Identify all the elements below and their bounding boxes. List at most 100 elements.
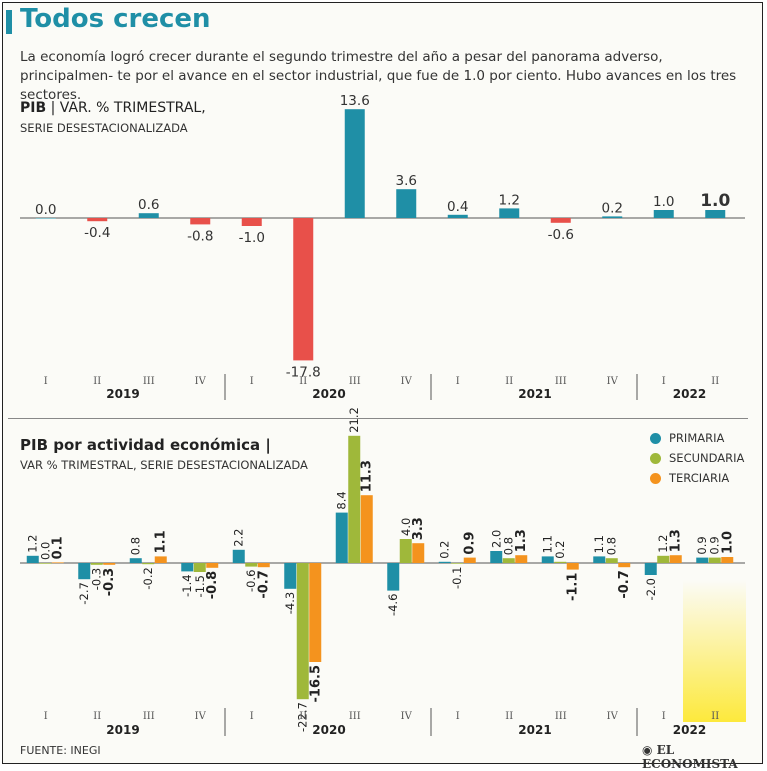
chart2-quarter-tick-4: I (250, 711, 254, 722)
chart2-quarter-tick-9: II (505, 711, 513, 722)
chart2-value-label-terciaria-2: 1.1 (154, 530, 169, 553)
chart2-year-label-1: 2020 (312, 723, 345, 737)
chart2-value-label-secundaria-10: 0.2 (553, 541, 567, 559)
chart2-value-label-terciaria-0: 0.1 (51, 536, 66, 559)
chart2-value-label-terciaria-12: 1.3 (669, 529, 684, 552)
chart2-value-label-secundaria-3: -1.5 (193, 575, 207, 597)
chart1-bar-1 (87, 218, 108, 222)
chart1-quarter-tick-11: IV (607, 376, 619, 387)
chart2-bar-terciaria-0 (51, 562, 64, 564)
chart2-value-label-terciaria-10: -1.1 (566, 573, 581, 601)
chart2-bar-primaria-10 (541, 556, 554, 563)
chart2-bar-primaria-1 (78, 563, 91, 580)
chart2-value-label-terciaria-3: -0.8 (205, 571, 220, 599)
chart2-bar-terciaria-9 (515, 555, 528, 563)
chart2-bar-primaria-7 (387, 563, 400, 591)
chart2-bar-secundaria-9 (502, 558, 515, 563)
chart1-quarter-tick-6: III (349, 376, 361, 387)
chart2-value-label-secundaria-7: 4.0 (399, 518, 413, 536)
chart1-bar-13 (705, 210, 726, 218)
chart1-quarter-tick-9: II (505, 376, 513, 387)
page-title: Todos crecen (20, 4, 211, 34)
chart1-quarter-tick-7: IV (401, 376, 413, 387)
chart2-value-label-secundaria-13: 0.9 (708, 536, 722, 554)
chart1-bar-12 (653, 210, 674, 218)
chart2-bar-secundaria-4 (245, 563, 258, 567)
chart2-bar-primaria-11 (593, 556, 606, 563)
chart2-value-label-primaria-12: -2.0 (644, 578, 658, 600)
chart1-bar-3 (190, 218, 211, 225)
chart2-value-label-primaria-2: 0.8 (129, 537, 143, 555)
chart2-value-label-terciaria-9: 1.3 (514, 529, 529, 552)
chart1-bar-4 (241, 218, 262, 226)
chart1-bar-0 (35, 218, 56, 219)
chart1-year-label-2: 2021 (518, 387, 551, 401)
chart2-value-label-primaria-0: 1.2 (26, 535, 40, 553)
chart2-quarter-tick-3: IV (195, 711, 207, 722)
chart1-value-label-2: 0.6 (138, 197, 159, 213)
chart2-quarter-tick-11: IV (607, 711, 619, 722)
chart1-title-rest: | VAR. % TRIMESTRAL, (46, 100, 206, 116)
chart2-value-label-primaria-6: 8.4 (335, 491, 349, 509)
chart1-quarter-tick-4: I (250, 376, 254, 387)
chart2-bar-terciaria-11 (618, 563, 631, 568)
chart1-value-label-12: 1.0 (653, 194, 674, 210)
chart2-value-label-primaria-11: 1.1 (592, 535, 606, 553)
chart2-bar-terciaria-2 (154, 556, 167, 563)
chart2-bar-terciaria-5 (309, 563, 322, 662)
chart2-bar-secundaria-1 (90, 563, 103, 565)
chart2-bar-secundaria-2 (142, 563, 155, 565)
chart2-quarter-tick-12: I (662, 711, 666, 722)
chart2-value-label-primaria-9: 2.0 (489, 530, 503, 548)
chart2-subtitle: VAR % TRIMESTRAL, SERIE DESESTACIONALIZA… (20, 458, 308, 472)
legend-terciaria-label: TERCIARIA (669, 471, 730, 485)
chart2-value-label-terciaria-4: -0.7 (257, 570, 272, 598)
chart2-bar-secundaria-0 (39, 563, 52, 564)
chart1-bar-10 (550, 218, 571, 223)
chart1-plot: 0.0 -0.4 0.6 -0.8 -1.0 -17.8 13.6 3.6 0.4 1.2 -0.6… (20, 93, 745, 401)
legend-terciaria-swatch (650, 473, 661, 484)
chart2-value-label-terciaria-8: 0.9 (463, 532, 478, 555)
chart1-quarter-tick-2: III (143, 376, 155, 387)
chart1-bar-6 (344, 109, 365, 218)
chart2-bar-secundaria-7 (399, 539, 412, 563)
chart2-value-label-terciaria-13: 1.0 (720, 531, 735, 554)
chart2-bar-primaria-6 (335, 512, 348, 563)
chart2-bar-primaria-2 (129, 558, 142, 563)
chart1-value-label-5: -17.8 (286, 364, 321, 380)
chart2-bar-secundaria-6 (348, 435, 361, 563)
chart2-year-label-0: 2019 (106, 723, 139, 737)
chart2-quarter-tick-2: III (143, 711, 155, 722)
chart1-bar-5 (293, 218, 314, 361)
chart2-quarter-tick-13: II (711, 711, 719, 722)
chart2-value-label-secundaria-6: 21.2 (347, 407, 361, 433)
chart2-bar-primaria-13 (696, 557, 709, 563)
chart2-bar-secundaria-5 (296, 563, 309, 700)
chart2-value-label-secundaria-5: -22.7 (296, 702, 310, 732)
brand-name: EL ECONOMISTA (642, 743, 738, 771)
chart2-year-label-3: 2022 (673, 723, 706, 737)
chart2-value-label-primaria-4: 2.2 (232, 529, 246, 547)
chart1-value-label-3: -0.8 (187, 228, 213, 244)
chart1-subtitle: SERIE DESESTACIONALIZADA (20, 121, 188, 135)
chart2-bar-primaria-8 (438, 561, 451, 563)
chart2-value-label-secundaria-4: -0.6 (244, 570, 258, 592)
chart2-value-label-terciaria-5: -16.5 (308, 665, 323, 702)
chart2-bar-terciaria-7 (412, 543, 425, 563)
chart2-value-label-secundaria-11: 0.8 (605, 537, 619, 555)
chart1-year-label-0: 2019 (106, 387, 139, 401)
chart1-value-label-13: 1.0 (700, 191, 730, 211)
chart1-quarter-tick-0: I (44, 376, 48, 387)
chart2-value-label-secundaria-12: 1.2 (656, 535, 670, 553)
chart2-value-label-secundaria-0: 0.0 (38, 542, 52, 560)
chart2-bar-secundaria-3 (193, 563, 206, 572)
chart2-value-label-primaria-1: -2.7 (77, 582, 91, 604)
chart1-quarter-tick-13: II (711, 376, 719, 387)
chart2-value-label-secundaria-1: -0.3 (90, 568, 104, 590)
chart1-bar-8 (447, 214, 468, 218)
highlight-2022-q2 (683, 580, 746, 722)
chart2-value-label-terciaria-11: -0.7 (617, 570, 632, 598)
chart1-quarter-tick-1: II (93, 376, 101, 387)
chart2-bar-terciaria-8 (463, 557, 476, 563)
